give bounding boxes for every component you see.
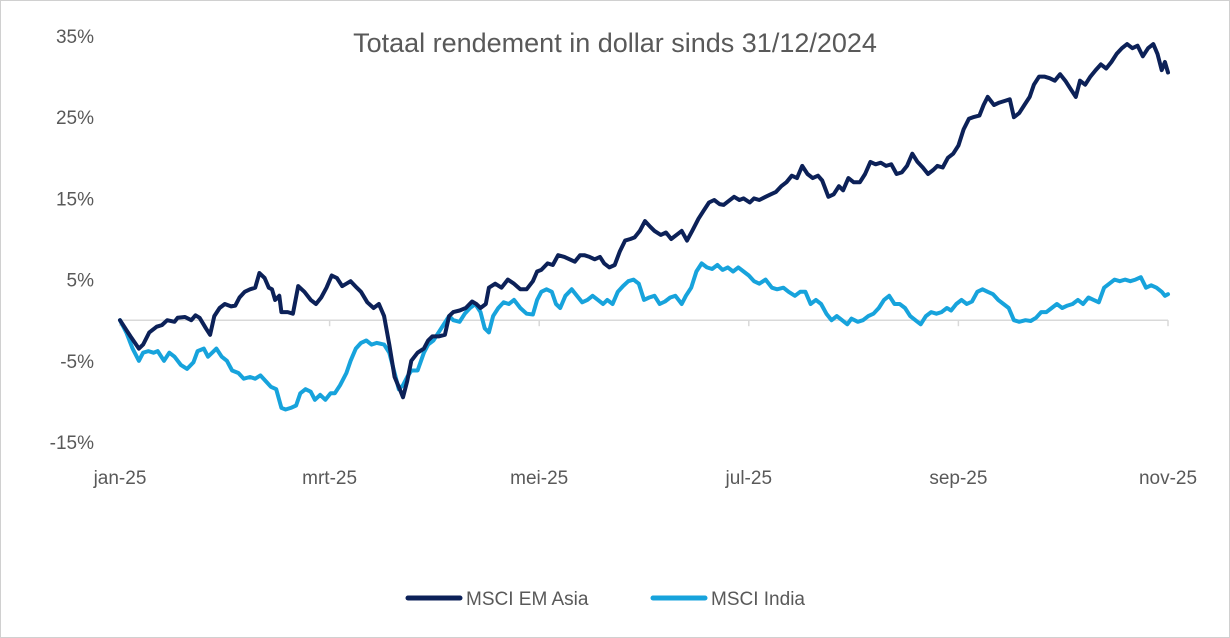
x-tick-label: nov-25 [1139,468,1197,489]
x-tick-label: mei-25 [510,468,568,489]
legend-label-em-asia: MSCI EM Asia [466,589,589,610]
chart-title: Totaal rendement in dollar sinds 31/12/2… [353,28,877,58]
x-tick-label: jan-25 [93,468,147,489]
x-axis-ticks: jan-25 mrt-25 mei-25 jul-25 sep-25 nov-2… [93,468,1197,489]
x-tick-label: mrt-25 [302,468,357,489]
legend: MSCI EM Asia MSCI India [405,589,805,610]
y-axis-ticks: 35% 25% 15% 5% -5% -15% [50,27,94,454]
y-tick-label: 15% [56,189,94,210]
y-tick-label: 5% [67,271,95,292]
y-tick-label: -5% [60,352,94,373]
y-tick-label: 35% [56,27,94,48]
series-layer [118,42,1170,412]
x-tick-label: jul-25 [725,468,772,489]
legend-label-india: MSCI India [711,589,805,610]
series-line-msci-india [118,261,1170,412]
series-line-msci-em-asia [118,42,1170,400]
x-tick-label: sep-25 [929,468,987,489]
x-axis-tick-marks [119,320,1169,327]
y-tick-label: -15% [50,433,94,454]
y-tick-label: 25% [56,108,94,129]
